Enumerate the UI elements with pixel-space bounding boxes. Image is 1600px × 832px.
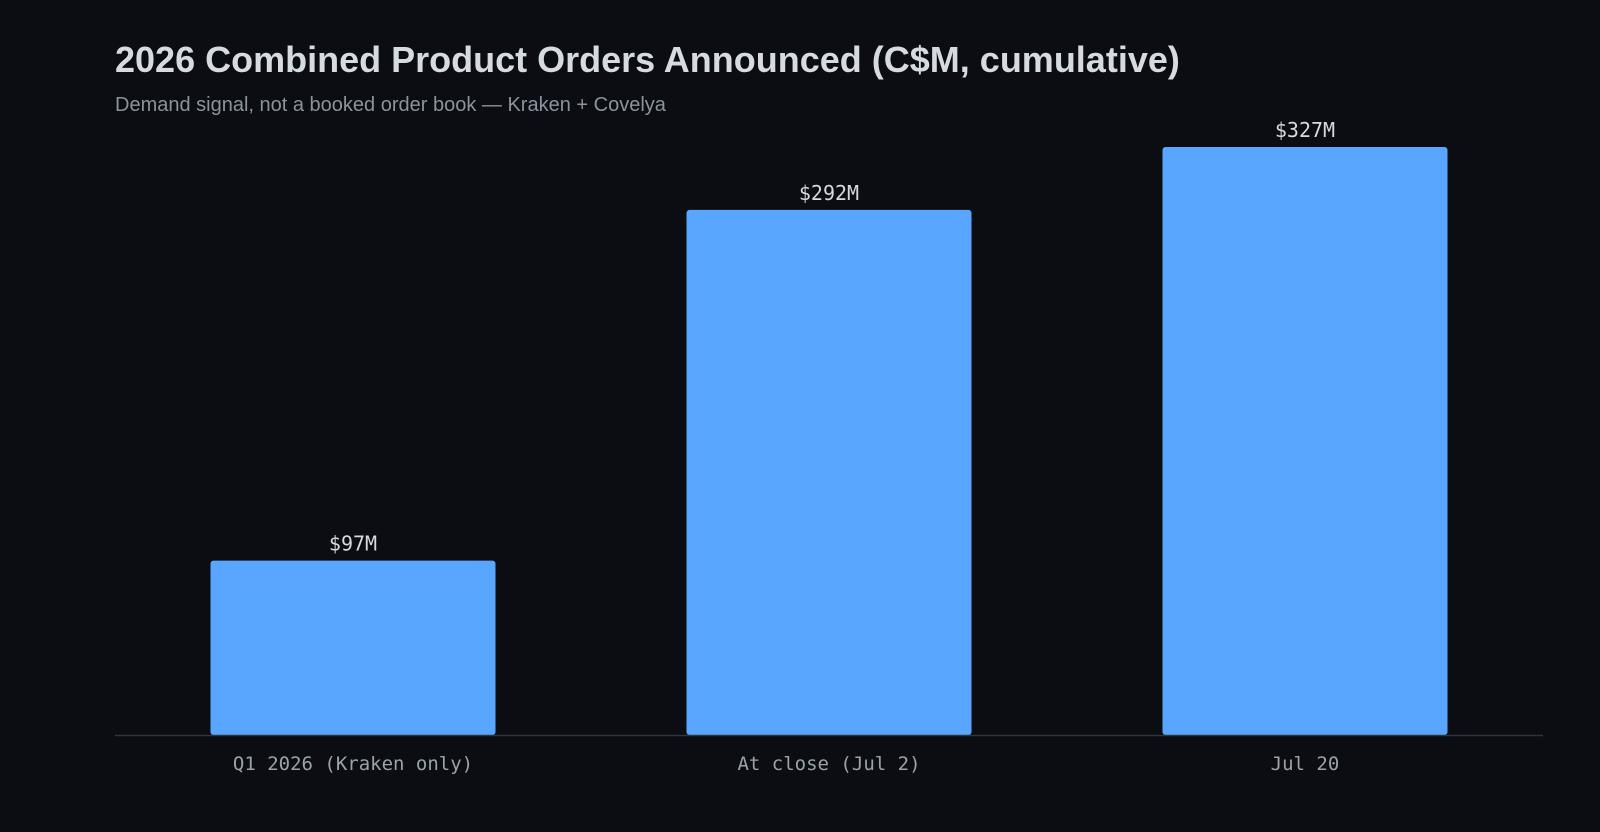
x-tick-label-1: At close (Jul 2)	[737, 753, 920, 775]
labels-group: $97M Q1 2026 (Kraken only) $292M At close (…	[233, 118, 1339, 775]
bar-value-label-2: $327M	[1275, 118, 1335, 142]
bar-value-label-1: $292M	[799, 181, 859, 205]
bar-2	[1162, 147, 1448, 735]
x-tick-label-0: Q1 2026 (Kraken only)	[233, 753, 473, 775]
bar-1	[686, 209, 972, 735]
chart-subtitle: Demand signal, not a booked order book —…	[115, 94, 666, 116]
bar-value-label-0: $97M	[329, 532, 377, 556]
x-tick-label-2: Jul 20	[1271, 753, 1340, 775]
bars-group	[210, 147, 1448, 735]
bar-0	[210, 560, 496, 735]
chart-title: 2026 Combined Product Orders Announced (…	[115, 39, 1180, 80]
